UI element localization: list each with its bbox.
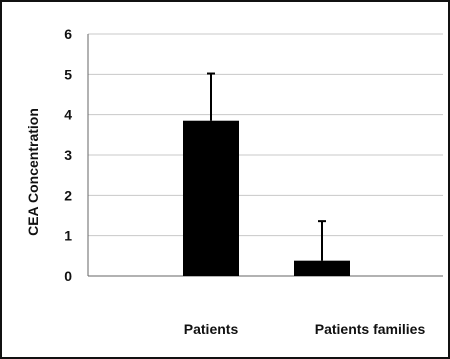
error-bars bbox=[207, 72, 326, 261]
y-tick-label-2: 2 bbox=[64, 187, 72, 203]
category-label-1: Patients families bbox=[315, 321, 426, 337]
bar-0 bbox=[183, 120, 239, 276]
category-labels: Patients Patients families bbox=[184, 321, 426, 337]
bar-1 bbox=[294, 260, 350, 276]
bars bbox=[183, 120, 350, 276]
category-label-0: Patients bbox=[184, 321, 239, 337]
gridlines bbox=[87, 33, 443, 277]
y-tick-label-4: 4 bbox=[64, 107, 72, 123]
y-axis-title: CEA Concentration bbox=[25, 108, 41, 236]
y-tick-label-0: 0 bbox=[64, 268, 72, 284]
y-tick-label-1: 1 bbox=[64, 228, 72, 244]
y-axis-ticks: 0 1 2 3 4 5 6 bbox=[64, 26, 72, 284]
y-tick-label-3: 3 bbox=[64, 147, 72, 163]
y-tick-label-6: 6 bbox=[64, 26, 72, 42]
y-tick-label-5: 5 bbox=[64, 66, 72, 82]
